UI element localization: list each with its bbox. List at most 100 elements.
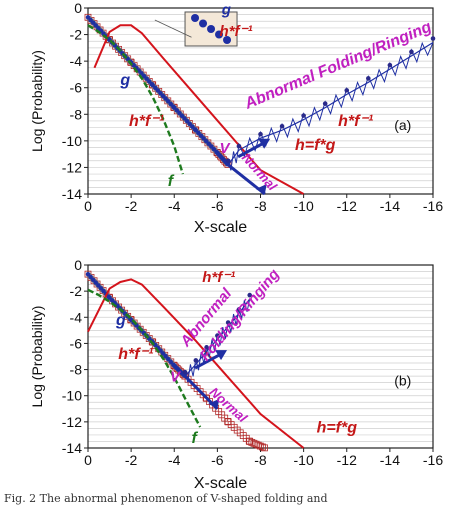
x-tick-label: -10: [294, 452, 314, 468]
x-tick-label: -2: [125, 452, 138, 468]
y-tick-label: -2: [70, 283, 83, 299]
series-g-point: [90, 277, 96, 282]
panel-b: 0-2-4-6-8-10-12-140 -2 -4 -6 -8 -10 -12 -14 -16X…: [29, 257, 443, 492]
series-g-point: [96, 283, 101, 288]
series-ringing-trend: [184, 298, 251, 377]
x-axis-title: X-scale: [194, 475, 247, 492]
series-ringing-point: [301, 113, 306, 118]
x-tick-label: -12: [337, 198, 357, 214]
series-f-dashed-line: [87, 288, 202, 428]
zoom-inset-point: [223, 35, 232, 44]
series-ringing-point: [204, 345, 209, 350]
annotation-g-1: g: [119, 72, 130, 89]
series-ringing-point: [366, 76, 371, 81]
x-tick-label: 0: [84, 198, 92, 214]
x-tick-label: -12: [337, 452, 357, 468]
y-tick-label: -8: [70, 106, 83, 122]
y-tick-label: -6: [70, 335, 83, 351]
series-g-point: [88, 274, 93, 280]
series-g-point: [168, 359, 173, 365]
series-g-point: [85, 271, 91, 277]
annotation-v: V: [220, 140, 232, 157]
annotation-h-finv-2: h*f⁻¹: [338, 113, 374, 130]
annotation-f: f: [168, 173, 175, 190]
panel-a: 0-2-4-6-8-10-12-140 -2 -4 -6 -8 -10 -12 -14 -16X…: [29, 0, 443, 236]
x-tick-label: -8: [254, 198, 267, 214]
x-tick-label: -8: [254, 452, 267, 468]
annotation-g: g: [115, 312, 126, 329]
y-axis-title: Log (Probability): [29, 50, 45, 152]
y-axis-title: Log (Probability): [29, 306, 45, 408]
y-tick-label: -12: [62, 414, 82, 430]
y-tick-label: -4: [70, 309, 83, 325]
normal-arrowhead: [255, 184, 267, 194]
x-tick-label: -10: [294, 198, 314, 214]
panel-label: (b): [394, 372, 411, 388]
y-tick-label: -14: [62, 440, 82, 456]
series-f-dashed-line: [87, 24, 185, 175]
series-hfinv-marker: [256, 442, 264, 450]
series-ringing-point: [258, 131, 263, 137]
y-tick-label: -12: [62, 159, 82, 175]
y-tick-label: -10: [62, 133, 82, 149]
series-h-eq-line: [87, 278, 305, 449]
annotation-h-finv-1: h*f⁻¹: [129, 113, 165, 130]
series-ringing-point: [225, 158, 231, 164]
series-ringing-point: [279, 123, 285, 129]
annotation-f: f: [192, 430, 199, 447]
series-g-point: [101, 288, 106, 294]
y-tick-label: 0: [74, 257, 82, 273]
y-tick-label: -14: [62, 186, 82, 202]
series-g-point: [98, 286, 104, 291]
annotation-h-finv-3: h*f⁻¹: [220, 23, 253, 40]
zoom-inset-point: [207, 24, 216, 33]
x-tick-label: -14: [380, 198, 400, 214]
y-tick-label: -8: [70, 362, 83, 378]
panel-label: (a): [394, 117, 411, 133]
x-tick-label: 0: [84, 452, 92, 468]
annotation-h-eq: h=f*g: [317, 419, 358, 436]
figure-caption: Fig. 2 The abnormal phenomenon of V-shap…: [4, 492, 328, 505]
series-g-point: [163, 354, 168, 359]
series-ringing-point: [322, 101, 328, 106]
abnormal-arrowhead: [215, 350, 228, 361]
series-ringing-trend: [227, 42, 434, 166]
series-g-point: [160, 351, 166, 356]
abnormal-arrow: [237, 141, 265, 159]
zoom-callout-line: [154, 19, 192, 38]
zoom-inset-point: [191, 13, 200, 22]
x-axis-title: X-scale: [194, 219, 247, 236]
series-ringing-point: [193, 358, 199, 363]
series-hfinv-marker: [202, 394, 210, 402]
y-tick-label: -2: [70, 27, 83, 43]
zoom-inset-point: [215, 30, 224, 39]
series-ringing-point: [344, 88, 350, 93]
x-tick-label: -16: [423, 198, 443, 214]
series-ringing-point: [387, 62, 393, 68]
series-ringing-point: [236, 307, 242, 312]
annotation-h-eq: h=f*g: [295, 137, 336, 154]
x-tick-label: -6: [211, 452, 224, 468]
abnormal-arrow: [194, 352, 222, 370]
x-tick-label: -16: [423, 452, 443, 468]
x-tick-label: -4: [168, 198, 181, 214]
x-tick-label: -14: [380, 452, 400, 468]
annotation-g-2: g: [221, 2, 231, 19]
y-tick-label: -6: [70, 80, 83, 96]
x-tick-label: -2: [125, 198, 138, 214]
x-tick-label: -6: [211, 198, 224, 214]
y-tick-label: -10: [62, 388, 82, 404]
annotation-h-finv-2: h*f⁻¹: [202, 269, 235, 286]
series-ringing-point: [430, 36, 436, 41]
series-ringing-point: [225, 320, 231, 325]
normal-arrowhead: [208, 398, 220, 409]
y-tick-label: -4: [70, 53, 83, 69]
series-ringing-point: [182, 369, 188, 375]
zoom-inset-point: [199, 19, 208, 28]
series-g-point: [93, 280, 98, 285]
abnormal-arrowhead: [258, 138, 271, 149]
y-tick-label: 0: [74, 0, 82, 16]
annotation-h-finv-1: h*f⁻¹: [118, 346, 154, 363]
series-h-eq-line: [93, 24, 305, 195]
